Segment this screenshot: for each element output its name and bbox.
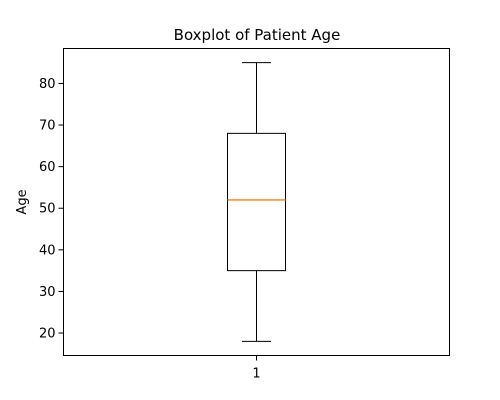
y-tick-label: 70	[39, 119, 56, 134]
x-axis: 1	[252, 355, 261, 382]
iqr-box	[227, 132, 286, 272]
y-tick-label: 60	[39, 160, 56, 175]
chart-title: Boxplot of Patient Age	[174, 26, 341, 44]
y-axis-label: Age	[15, 189, 30, 214]
y-tick-label: 80	[39, 77, 56, 92]
y-axis: 20 30 40 50 60 70 80	[39, 77, 64, 342]
y-tick-label: 50	[39, 202, 56, 217]
boxes-layer	[227, 62, 286, 342]
x-tick-label: 1	[252, 367, 260, 382]
y-tick-label: 40	[39, 243, 56, 258]
y-tick-label: 20	[39, 327, 56, 342]
y-tick-label: 30	[39, 285, 56, 300]
